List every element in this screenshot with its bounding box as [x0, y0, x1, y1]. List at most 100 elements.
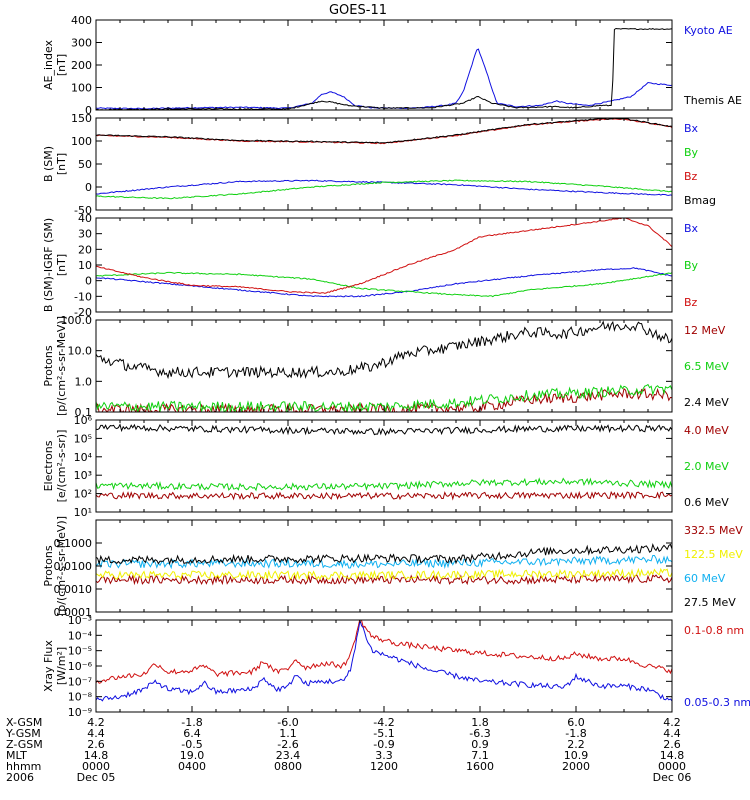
legend-entry: Bz	[684, 170, 698, 183]
y-tick-label: 400	[71, 14, 92, 27]
series-group	[96, 320, 672, 412]
x-tick-label: 4.2	[663, 716, 681, 729]
x-tick-label: 2.6	[87, 738, 105, 751]
y-tick-label: 0	[85, 275, 92, 288]
y-tick-label: 10⁻⁸	[68, 691, 93, 704]
x-row-label: Z-GSM	[6, 738, 43, 751]
chart-title: GOES-11	[329, 3, 387, 18]
y-tick-label: 10⁵	[74, 432, 92, 445]
y-axis-label: B (SM)[nT]	[42, 146, 68, 182]
legend-entry: 2.4 MeV	[684, 396, 729, 409]
x-tick-label: 0400	[178, 760, 206, 773]
y-axis-label: B (SM)-IGRF (SM)[nT]	[42, 218, 68, 312]
series-line-122-5-mev	[96, 567, 672, 581]
x-tick-label: 0000	[658, 760, 686, 773]
y-tick-label: 10⁻⁹	[68, 706, 92, 719]
series-line-27-5-mev	[96, 542, 672, 566]
y-tick-label: 10⁶	[74, 414, 93, 427]
legend-entry: 60 MeV	[684, 572, 726, 585]
legend-entry: Themis AE	[683, 94, 742, 107]
x-tick-label: 1.8	[471, 716, 489, 729]
y-tick-label: 0	[85, 104, 92, 117]
y-tick-label: 20	[78, 243, 92, 256]
legend-entry: 0.1-0.8 nm	[684, 624, 744, 637]
y-tick-label: 0.1	[75, 406, 93, 419]
y-tick-label: -10	[74, 290, 92, 303]
series-line-6-5-mev	[96, 383, 672, 412]
x-tick-label: 6.0	[567, 716, 585, 729]
y-tick-label: 10	[78, 259, 92, 272]
panel-frame	[95, 519, 673, 613]
x-tick-label: -4.2	[373, 716, 394, 729]
y-tick-label: 10¹	[74, 506, 92, 519]
y-tick-label: 10³	[74, 469, 92, 482]
legend-entry: By	[684, 146, 699, 159]
series-line-by	[96, 179, 672, 200]
legend-entry: 12 MeV	[684, 324, 726, 337]
series-group	[96, 542, 672, 586]
y-tick-label: 30	[78, 228, 92, 241]
legend-entry: Kyoto AE	[684, 24, 733, 37]
y-tick-label: 10⁻⁵	[68, 645, 92, 658]
y-tick-label: 10⁻⁷	[68, 675, 92, 688]
x-tick-label: 0000	[82, 760, 110, 773]
x-tick-label: 2.2	[567, 738, 585, 751]
y-tick-label: 10.0	[68, 345, 93, 358]
series-line-kyoto-ae	[96, 48, 672, 110]
legend-entry: 6.5 MeV	[684, 360, 729, 373]
x-tick-label: 7.1	[471, 749, 489, 762]
series-line-by	[96, 271, 672, 298]
x-tick-label: 19.0	[180, 749, 205, 762]
x-tick-label: 1200	[370, 760, 398, 773]
x-tick-label: -2.6	[277, 738, 298, 751]
legend-entry: 0.05-0.3 nm	[684, 696, 750, 709]
series-line-0-05-0-3-nm	[96, 620, 672, 702]
legend-entry: 0.6 MeV	[684, 496, 729, 509]
x-tick-label: 23.4	[276, 749, 301, 762]
series-line-0-1-0-8-nm	[96, 620, 672, 684]
x-row-label: 2006	[6, 771, 34, 784]
panel-frame	[95, 19, 673, 111]
y-tick-label: 10⁻³	[68, 614, 92, 627]
series-line-bz	[96, 218, 672, 294]
x-row-label: hhmm	[6, 760, 41, 773]
x-tick-label: -1.8	[565, 727, 586, 740]
panel-2: -50 0 50 100 150 B (SM)[nT] Bx By Bz Bmag	[42, 112, 716, 217]
y-tick-label: 0	[85, 181, 92, 194]
series-group	[96, 620, 672, 702]
panel-frame	[95, 217, 673, 313]
y-tick-label: 0.0100	[54, 560, 93, 573]
y-tick-label: 0.0010	[54, 583, 93, 596]
series-line-60-mev	[96, 555, 672, 570]
legend-entry: 122.5 MeV	[684, 548, 743, 561]
series-group	[96, 218, 672, 298]
series-line-2-4-mev	[96, 320, 672, 380]
y-axis-label: Protons[p/(cm²-s-sr-MeV)]	[42, 516, 68, 616]
legend-entry: 2.0 MeV	[684, 460, 729, 473]
y-tick-label: 1.0	[75, 375, 93, 388]
series-group	[96, 27, 672, 110]
y-tick-label: 10⁻⁶	[68, 660, 93, 673]
x-tick-label: Dec 06	[653, 771, 692, 784]
y-tick-label: -20	[74, 306, 92, 319]
x-tick-label: 2.6	[663, 738, 681, 751]
y-tick-label: 150	[71, 112, 92, 125]
x-tick-label: 4.4	[663, 727, 681, 740]
panel-3: -20 -10 0 10 20 30 40 B (SM)-IGRF (SM)[nT] Bx By B…	[42, 212, 699, 319]
x-tick-label: -6.0	[277, 716, 298, 729]
legend-entry: 4.0 MeV	[684, 424, 729, 437]
x-tick-label: 2000	[562, 760, 590, 773]
x-row-label: X-GSM	[6, 716, 42, 729]
legend-entry: Bz	[684, 296, 698, 309]
x-tick-label: 3.3	[375, 749, 393, 762]
legend-entry: 332.5 MeV	[684, 524, 743, 537]
x-axis-labels: X-GSMY-GSMZ-GSMMLThhmm20064.24.42.614.80…	[5, 716, 691, 784]
series-line-bx	[96, 267, 672, 298]
panel-frame	[95, 117, 673, 211]
x-tick-label: 4.2	[87, 716, 105, 729]
x-tick-label: -0.9	[373, 738, 394, 751]
panel-frame	[95, 619, 673, 713]
x-tick-label: 4.4	[87, 727, 105, 740]
y-tick-label: 0.1000	[54, 537, 93, 550]
series-group	[96, 423, 672, 501]
